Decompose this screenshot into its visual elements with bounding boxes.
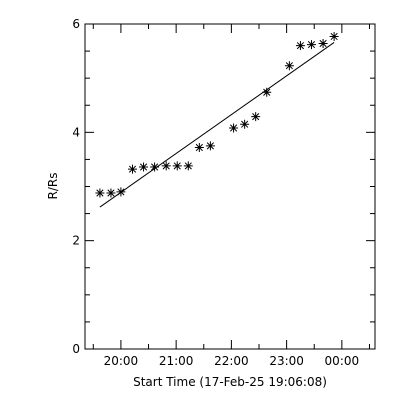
asterisk-marker <box>106 188 116 198</box>
data-point <box>329 31 339 41</box>
y-axis-title: R/Rs <box>46 173 60 200</box>
data-point <box>306 40 316 50</box>
x-axis-title: Start Time (17-Feb-25 19:06:08) <box>133 375 327 389</box>
asterisk-marker <box>251 112 261 122</box>
asterisk-marker <box>150 162 160 172</box>
data-point <box>262 87 272 97</box>
asterisk-marker <box>194 143 204 152</box>
asterisk-marker <box>229 123 239 133</box>
x-tick-label: 23:00 <box>269 354 304 368</box>
data-point <box>95 188 105 198</box>
asterisk-marker <box>183 161 193 171</box>
x-axis-ticks: 20:00 21:00 22:00 23:00 00:00 <box>92 24 370 368</box>
x-tick-label: 00:00 <box>325 354 360 368</box>
x-tick-label: 20:00 <box>104 354 139 368</box>
data-point <box>295 41 305 51</box>
data-points <box>95 31 339 198</box>
asterisk-marker <box>139 162 149 172</box>
data-point <box>128 164 138 174</box>
data-point <box>116 187 126 197</box>
asterisk-marker <box>161 161 171 171</box>
data-point <box>150 162 160 172</box>
data-point <box>106 188 116 198</box>
asterisk-marker <box>240 119 250 129</box>
asterisk-marker <box>205 141 215 151</box>
data-point <box>194 143 204 152</box>
asterisk-marker <box>284 61 294 71</box>
y-tick-label: 2 <box>72 234 80 248</box>
data-point <box>172 161 182 171</box>
fit-line-group <box>99 42 335 208</box>
y-axis-ticks: 0 2 4 6 <box>72 17 375 356</box>
asterisk-marker <box>128 164 138 174</box>
y-tick-label: 0 <box>72 342 80 356</box>
data-point <box>139 162 149 172</box>
data-point <box>240 119 250 129</box>
x-tick-label: 21:00 <box>159 354 194 368</box>
data-point <box>205 141 215 151</box>
y-tick-label: 4 <box>72 125 80 139</box>
asterisk-marker <box>95 188 105 198</box>
data-point <box>183 161 193 171</box>
data-point <box>251 112 261 122</box>
asterisk-marker <box>295 41 305 51</box>
asterisk-marker <box>262 87 272 97</box>
asterisk-marker <box>306 40 316 50</box>
asterisk-marker <box>172 161 182 171</box>
data-point <box>318 39 328 48</box>
data-point <box>161 161 171 171</box>
asterisk-marker <box>318 39 328 48</box>
y-tick-label: 6 <box>72 17 80 31</box>
asterisk-marker <box>329 31 339 41</box>
x-tick-label: 22:00 <box>214 354 249 368</box>
fit-line <box>99 42 335 208</box>
data-point <box>284 61 294 71</box>
data-point <box>229 123 239 133</box>
asterisk-marker <box>116 187 126 197</box>
